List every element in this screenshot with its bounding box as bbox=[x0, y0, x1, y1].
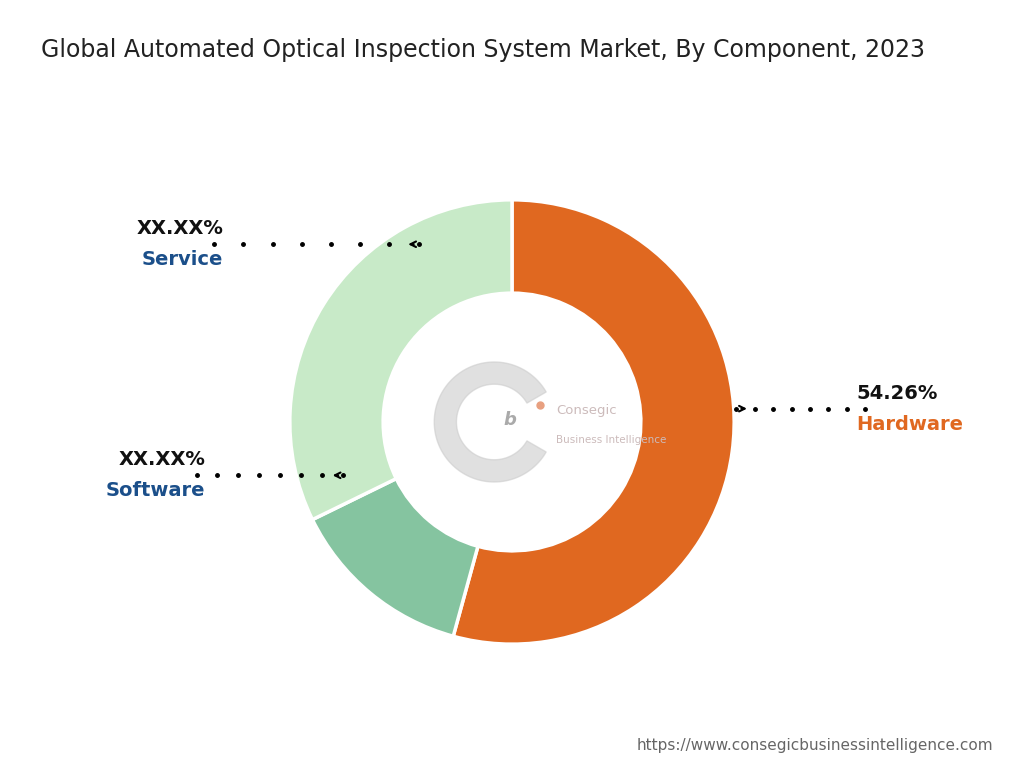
Text: Global Automated Optical Inspection System Market, By Component, 2023: Global Automated Optical Inspection Syst… bbox=[41, 38, 925, 62]
Text: 54.26%: 54.26% bbox=[856, 383, 938, 402]
Polygon shape bbox=[434, 362, 546, 482]
Wedge shape bbox=[454, 200, 734, 644]
Text: b: b bbox=[504, 411, 516, 429]
Text: Service: Service bbox=[141, 250, 223, 270]
Text: Hardware: Hardware bbox=[856, 415, 964, 434]
Wedge shape bbox=[290, 200, 512, 520]
Text: XX.XX%: XX.XX% bbox=[136, 219, 223, 238]
Text: XX.XX%: XX.XX% bbox=[119, 450, 206, 469]
Text: Business Intelligence: Business Intelligence bbox=[556, 435, 667, 445]
Text: Consegic: Consegic bbox=[556, 405, 617, 417]
Text: Software: Software bbox=[105, 482, 206, 501]
Wedge shape bbox=[312, 478, 478, 636]
Text: https://www.consegicbusinessintelligence.com: https://www.consegicbusinessintelligence… bbox=[637, 737, 993, 753]
Circle shape bbox=[383, 293, 641, 551]
